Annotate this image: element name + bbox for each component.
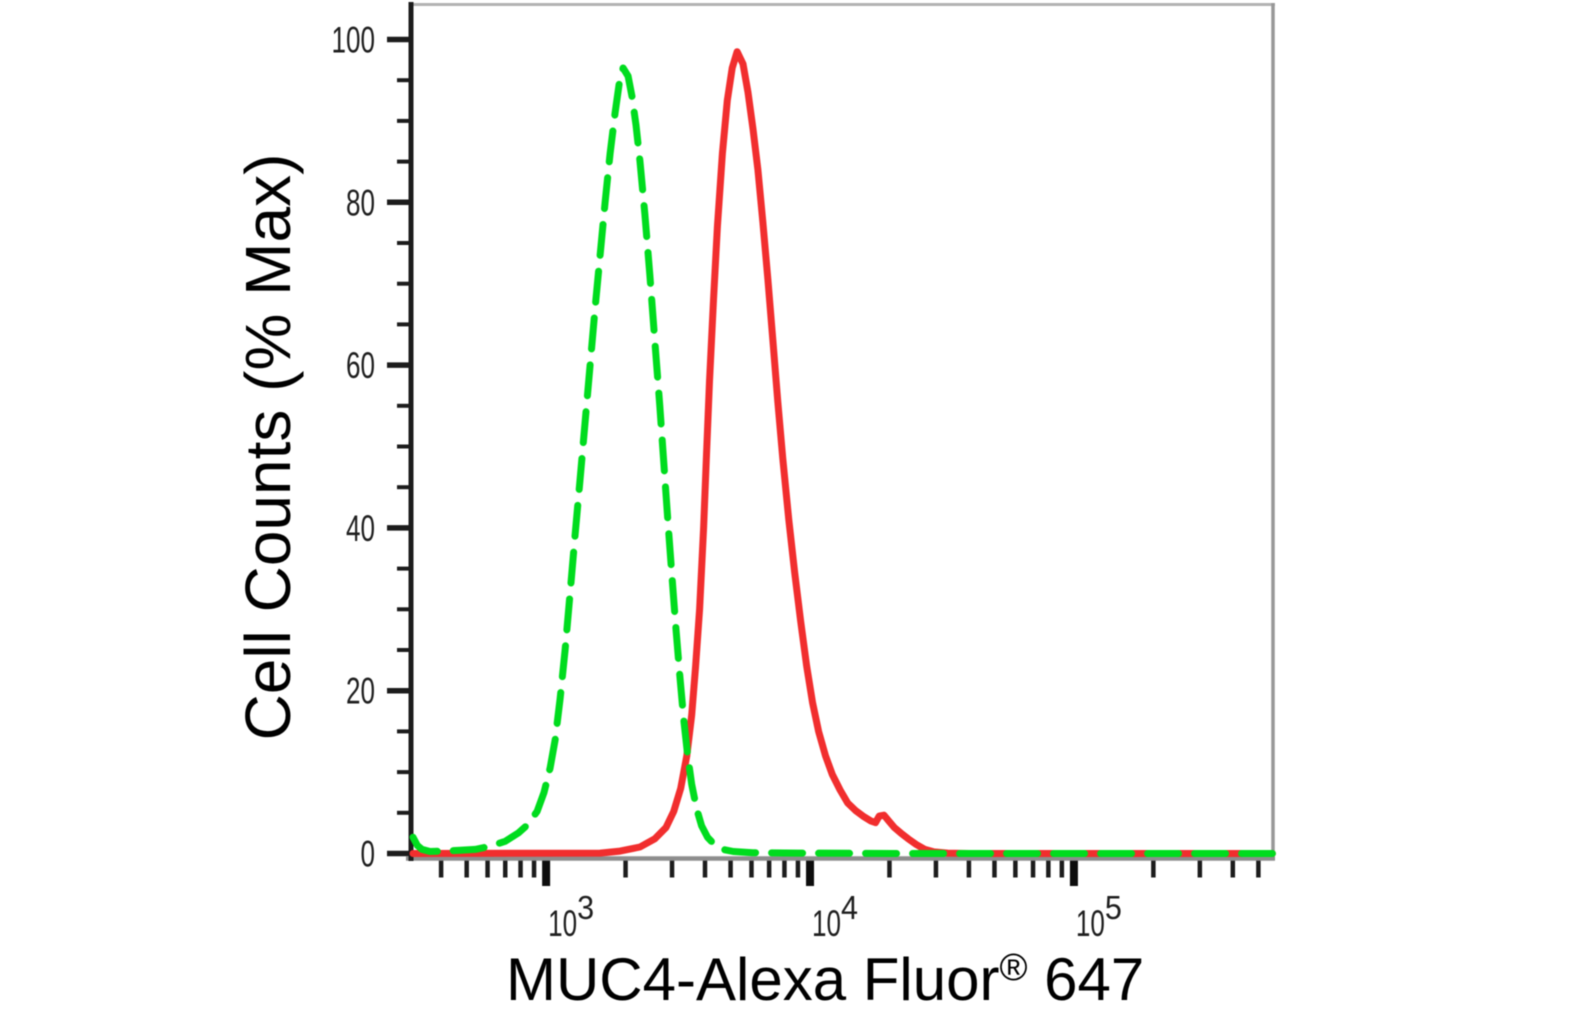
y-axis-title: Cell Counts (% Max) [232, 154, 304, 741]
control-curve-dashed-green [409, 64, 1276, 857]
axis-ticks [387, 36, 1261, 886]
x-axis-title-suffix: 647 [1027, 946, 1144, 1013]
axis-tick-labels: 103 104 105 0 20 40 60 80 100 [332, 20, 1122, 945]
x-tick-label: 103 [548, 889, 594, 944]
y-tick-label: 0 [361, 834, 376, 875]
y-tick-label: 100 [332, 20, 376, 61]
y-tick-label: 40 [346, 508, 375, 549]
x-axis-title: MUC4-Alexa Fluor® 647 [506, 946, 1144, 1013]
y-tick-label: 80 [346, 182, 375, 223]
y-tick-label: 60 [346, 345, 375, 386]
muc4-curve-solid-red [409, 48, 1276, 857]
x-tick-label: 105 [1076, 889, 1122, 944]
x-tick-label: 104 [812, 889, 858, 944]
registered-trademark-symbol: ® [999, 947, 1027, 989]
x-axis-title-main: MUC4-Alexa Fluor [506, 946, 999, 1013]
histogram-curves [409, 48, 1276, 857]
y-tick-label: 20 [346, 671, 375, 712]
